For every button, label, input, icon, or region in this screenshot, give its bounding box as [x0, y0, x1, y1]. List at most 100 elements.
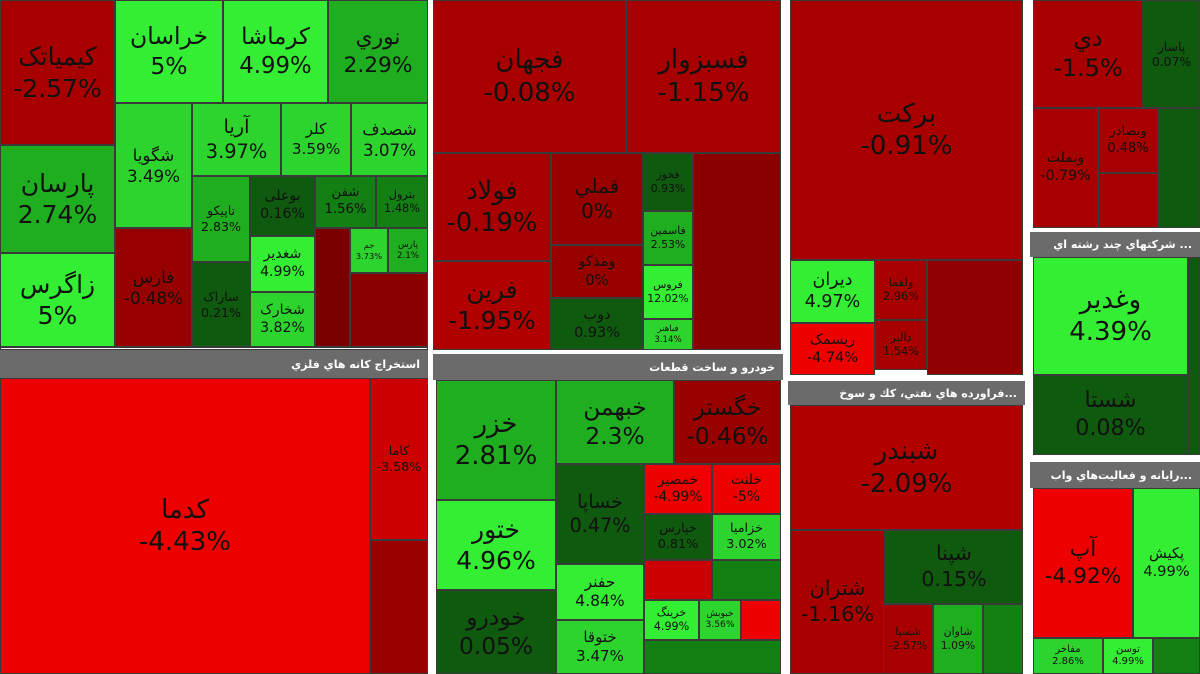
- stock-tile[interactable]: شفن 1.56%: [315, 176, 376, 228]
- stock-tile[interactable]: خودرو 0.05%: [436, 590, 556, 674]
- stock-tile[interactable]: تاپیکو 2.83%: [192, 176, 250, 262]
- stock-symbol: نوري: [355, 25, 401, 51]
- stock-tile[interactable]: پاسار 0.07%: [1143, 0, 1200, 108]
- stock-tile[interactable]: دي -1.5%: [1033, 0, 1143, 108]
- stock-symbol: فباهنر: [657, 323, 679, 334]
- stock-symbol: شبندر: [874, 436, 939, 466]
- stock-tile[interactable]: شسپا -2.57%: [883, 604, 933, 674]
- stock-tile[interactable]: شگویا 3.49%: [115, 103, 192, 228]
- stock-tile[interactable]: بترول 1.48%: [376, 176, 428, 228]
- price-change: -2.57%: [13, 73, 102, 103]
- stock-tile[interactable]: خزامیا 3.02%: [712, 514, 781, 560]
- stock-tile[interactable]: خپارس 0.81%: [644, 514, 712, 560]
- stock-tile[interactable]: دیران 4.97%: [790, 260, 875, 323]
- stock-tile[interactable]: فباهنر 3.14%: [643, 319, 693, 350]
- stock-tile[interactable]: شپنا 0.15%: [885, 530, 1023, 604]
- stock-tile[interactable]: خبوبش 3.56%: [699, 600, 741, 640]
- price-change: 4.84%: [575, 592, 625, 610]
- price-change: 2.3%: [585, 422, 645, 450]
- stock-symbol: تاپیکو: [206, 203, 236, 219]
- price-change: 3.47%: [576, 647, 624, 665]
- stock-tile[interactable]: خگستر -0.46%: [674, 380, 781, 464]
- stock-symbol: فولاد: [466, 175, 518, 206]
- stock-symbol: حفنر: [584, 572, 616, 591]
- stock-tile[interactable]: زاگرس 5%: [0, 253, 115, 347]
- price-change: 0.21%: [200, 304, 241, 320]
- stock-tile[interactable]: فسبزوار -1.15%: [626, 0, 781, 153]
- stock-tile[interactable]: جم 3.73%: [350, 228, 388, 273]
- stock-tile[interactable]: کاما -3.58%: [370, 378, 428, 540]
- stock-tile[interactable]: فرین -1.95%: [433, 261, 551, 350]
- stock-tile[interactable]: ختوقا 3.47%: [556, 620, 644, 674]
- stock-tile[interactable]: فارس -0.48%: [115, 228, 192, 347]
- stock-symbol: کدما: [161, 494, 209, 525]
- sector-header: ...رايانه و فعاليت‌هاي واب: [1030, 462, 1200, 488]
- stock-tile[interactable]: فخوز 0.93%: [643, 153, 693, 211]
- stock-symbol: وبصادر: [1109, 124, 1147, 140]
- stock-tile[interactable]: برکت -0.91%: [790, 0, 1023, 260]
- stock-tile[interactable]: وغدیر 4.39%: [1033, 257, 1188, 375]
- stock-tile[interactable]: وبملت -0.79%: [1033, 108, 1098, 228]
- stock-symbol: توسن: [1116, 643, 1140, 655]
- stock-tile[interactable]: فروس 12.02%: [643, 265, 693, 319]
- price-change: 0.15%: [921, 567, 987, 591]
- sector-header: ... شرکتهاي چند رشته اي: [1030, 232, 1200, 257]
- price-change: 4.99%: [1143, 563, 1190, 580]
- stock-tile[interactable]: شخارک 3.82%: [250, 292, 315, 347]
- stock-tile[interactable]: کیمیاتک -2.57%: [0, 0, 115, 145]
- stock-tile[interactable]: دالبر 1.54%: [875, 320, 927, 370]
- stock-tile[interactable]: شتران -1.16%: [790, 530, 885, 674]
- stock-tile[interactable]: پارس 2.1%: [388, 228, 428, 273]
- stock-tile[interactable]: کدما -4.43%: [0, 378, 370, 674]
- stock-tile[interactable]: خرینگ 4.99%: [644, 600, 699, 640]
- stock-tile[interactable]: خساپا 0.47%: [556, 464, 644, 564]
- small-tile: [0, 347, 428, 350]
- stock-symbol: کرماشا: [241, 23, 310, 50]
- stock-tile[interactable]: توسن 4.99%: [1103, 638, 1153, 674]
- stock-tile[interactable]: وبصادر 0.48%: [1098, 108, 1158, 173]
- stock-tile[interactable]: بوعلی 0.16%: [250, 176, 315, 236]
- stock-tile[interactable]: حفنر 4.84%: [556, 564, 644, 620]
- price-change: -0.79%: [1040, 168, 1091, 184]
- stock-tile[interactable]: کلر 3.59%: [281, 103, 351, 176]
- stock-tile[interactable]: پکیش 4.99%: [1133, 488, 1200, 638]
- stock-tile[interactable]: فجهان -0.08%: [433, 0, 626, 153]
- stock-tile[interactable]: شصدف 3.07%: [351, 103, 428, 176]
- stock-tile[interactable]: شغدیر 4.99%: [250, 236, 315, 292]
- stock-symbol: کاما: [388, 443, 410, 459]
- stock-tile[interactable]: آریا 3.97%: [192, 103, 281, 176]
- stock-tile[interactable]: آپ -4.92%: [1033, 488, 1133, 638]
- price-change: -4.43%: [139, 527, 231, 557]
- small-tile: [1098, 173, 1158, 228]
- stock-tile[interactable]: خراسان 5%: [115, 0, 223, 103]
- stock-tile[interactable]: خزر 2.81%: [436, 380, 556, 500]
- stock-tile[interactable]: قملي 0%: [551, 153, 643, 245]
- stock-tile[interactable]: نوري 2.29%: [328, 0, 428, 103]
- stock-tile[interactable]: شستا 0.08%: [1033, 375, 1188, 455]
- stock-tile[interactable]: ساراک 0.21%: [192, 262, 250, 347]
- small-tile: [983, 604, 1023, 674]
- stock-tile[interactable]: مفاخر 2.86%: [1033, 638, 1103, 674]
- stock-tile[interactable]: فولاد -0.19%: [433, 153, 551, 261]
- stock-symbol: ومذکو: [578, 253, 616, 271]
- stock-tile[interactable]: ولقما 2.96%: [875, 260, 927, 320]
- stock-tile[interactable]: شاوان 1.09%: [933, 604, 983, 674]
- stock-tile[interactable]: کرماشا 4.99%: [223, 0, 328, 103]
- price-change: 12.02%: [647, 292, 689, 305]
- sector-header: ...فراورده هاي نفتي، كك و سوخ: [788, 381, 1025, 405]
- stock-tile[interactable]: ختور 4.96%: [436, 500, 556, 590]
- stock-tile[interactable]: ومذکو 0%: [551, 245, 643, 298]
- price-change: 0%: [585, 271, 609, 289]
- price-change: 3.73%: [355, 250, 383, 261]
- stock-symbol: فروس: [653, 278, 683, 292]
- stock-tile[interactable]: خمصیر -4.99%: [644, 464, 712, 514]
- stock-tile[interactable]: خبهمن 2.3%: [556, 380, 674, 464]
- stock-tile[interactable]: پارسان 2.74%: [0, 145, 115, 253]
- stock-tile[interactable]: ریسمک -4.74%: [790, 323, 875, 375]
- stock-tile[interactable]: شبندر -2.09%: [790, 405, 1023, 530]
- stock-tile[interactable]: خلنت -5%: [712, 464, 781, 514]
- price-change: 4.99%: [653, 620, 690, 633]
- stock-tile[interactable]: دوب 0.93%: [551, 298, 643, 350]
- stock-tile[interactable]: فاسمین 2.53%: [643, 211, 693, 265]
